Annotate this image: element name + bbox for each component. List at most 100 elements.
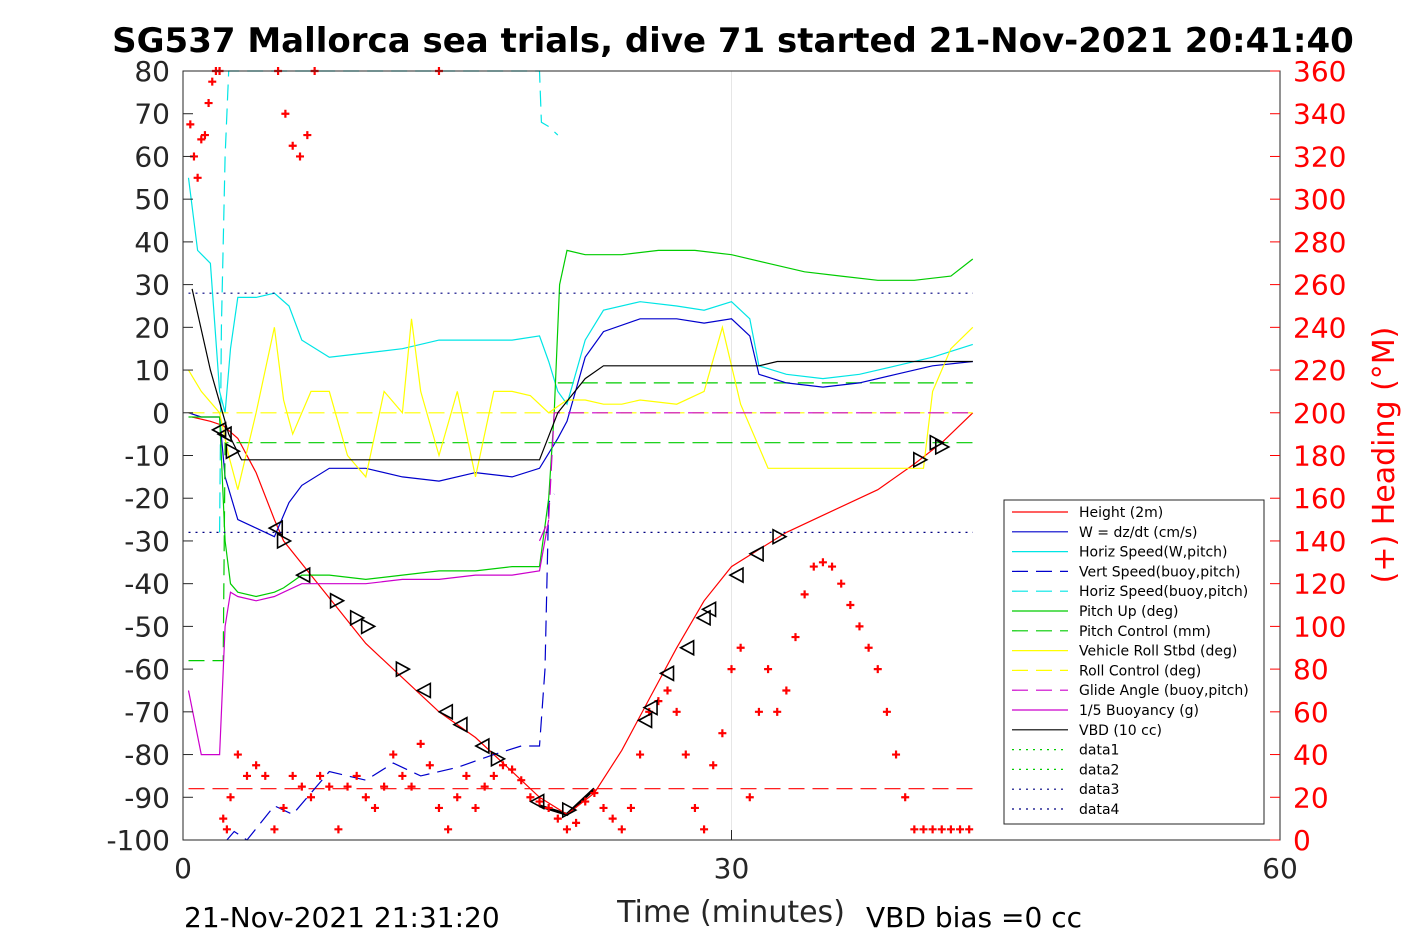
legend-label: Horiz Speed(W,pitch)	[1079, 545, 1227, 561]
heading-point	[296, 152, 305, 161]
heading-point	[745, 793, 754, 802]
turn-marker	[474, 737, 490, 755]
heading-point	[508, 765, 517, 774]
heading-point	[453, 793, 462, 802]
heading-point	[782, 686, 791, 695]
series-w-dz-dt-cm-s	[188, 318, 973, 538]
heading-point	[193, 173, 202, 182]
heading-point	[281, 109, 290, 118]
y-right-ticks: 3603403203002802602402202001801601401201…	[1270, 55, 1346, 857]
legend-label: 1/5 Buoyancy (g)	[1079, 703, 1199, 719]
y-right-tick-label: 280	[1293, 226, 1346, 259]
heading-point	[219, 814, 228, 823]
heading-point	[663, 686, 672, 695]
heading-point	[709, 761, 718, 770]
heading-point	[261, 771, 270, 780]
turn-marker	[360, 618, 377, 635]
heading-point	[416, 739, 425, 748]
heading-point	[928, 825, 937, 834]
x-tick-label: 0	[174, 852, 192, 885]
heading-point	[197, 135, 206, 144]
heading-point	[352, 771, 361, 780]
series-pitch-up-deg	[188, 249, 974, 598]
legend-label: data3	[1079, 782, 1119, 798]
heading-point	[279, 803, 288, 812]
heading-point	[535, 797, 544, 806]
turn-marker	[437, 703, 454, 721]
heading-point	[498, 761, 507, 770]
legend-label: data2	[1079, 762, 1119, 778]
turn-marker	[772, 528, 788, 546]
x-tick-label: 30	[714, 852, 750, 885]
heading-point	[837, 579, 846, 588]
heading-point	[562, 825, 571, 834]
heading-point	[444, 825, 453, 834]
y-right-tick-label: 80	[1293, 653, 1329, 686]
series-layer	[186, 67, 974, 841]
legend-label: W = dz/dt (cm/s)	[1079, 525, 1198, 541]
heading-point	[434, 803, 443, 812]
heading-point	[389, 750, 398, 759]
legend-label: Glide Angle (buoy,pitch)	[1079, 683, 1249, 699]
legend-label: Vert Speed(buoy,pitch)	[1079, 564, 1241, 580]
heading-point	[636, 750, 645, 759]
heading-point	[617, 825, 626, 834]
turn-marker	[294, 566, 311, 584]
y-right-tick-label: 300	[1293, 183, 1346, 216]
footer-vbd-bias: VBD bias =0 cc	[866, 901, 1082, 934]
y-right-tick-label: 60	[1293, 696, 1329, 729]
legend-label: VBD (10 cc)	[1079, 723, 1162, 739]
turn-marker	[267, 519, 284, 537]
turn-marker	[929, 434, 945, 452]
y-right-tick-label: 340	[1293, 98, 1346, 131]
turn-marker	[913, 451, 929, 469]
heading-point	[718, 729, 727, 738]
y2-axis-label: (+) Heading (°M)	[1367, 327, 1402, 584]
y-left-tick-label: 30	[134, 269, 170, 302]
turn-marker	[658, 665, 675, 682]
heading-point	[791, 633, 800, 642]
heading-point	[380, 782, 389, 791]
turn-marker	[490, 750, 507, 768]
heading-point	[681, 750, 690, 759]
heading-point	[462, 771, 471, 780]
heading-point	[590, 789, 599, 798]
heading-point	[700, 825, 709, 834]
heading-point	[965, 825, 974, 834]
heading-point	[471, 803, 480, 812]
y-left-tick-label: 50	[134, 183, 170, 216]
legend-label: Roll Control (deg)	[1079, 663, 1201, 679]
y-left-tick-label: 80	[134, 55, 170, 88]
heading-point	[325, 782, 334, 791]
heading-point	[334, 825, 343, 834]
heading-point	[946, 825, 955, 834]
y-left-tick-label: -50	[124, 610, 170, 643]
y-left-tick-label: -70	[124, 696, 170, 729]
legend-label: data4	[1079, 802, 1120, 818]
heading-point	[690, 803, 699, 812]
turn-marker	[216, 425, 232, 443]
heading-point	[599, 803, 608, 812]
x-axis-label: Time (minutes)	[616, 895, 845, 930]
heading-point	[398, 771, 407, 780]
heading-point	[572, 818, 581, 827]
heading-point	[873, 665, 882, 674]
heading-point	[672, 707, 681, 716]
series-vehicle-roll-stbd-deg	[187, 318, 974, 490]
y-right-tick-label: 20	[1293, 781, 1329, 814]
y-left-tick-label: -40	[124, 568, 170, 601]
heading-point	[901, 793, 910, 802]
y-right-tick-label: 200	[1293, 397, 1346, 430]
turn-marker	[276, 532, 293, 550]
turn-marker	[561, 801, 578, 819]
heading-point	[773, 707, 782, 716]
heading-point	[252, 761, 261, 770]
heading-point	[407, 782, 416, 791]
heading-point	[343, 782, 352, 791]
turn-marker	[349, 609, 366, 627]
y-left-tick-label: 70	[134, 98, 170, 131]
turn-marker	[415, 682, 432, 699]
x-tick-label: 60	[1262, 852, 1298, 885]
y-left-tick-label: -100	[106, 824, 170, 857]
